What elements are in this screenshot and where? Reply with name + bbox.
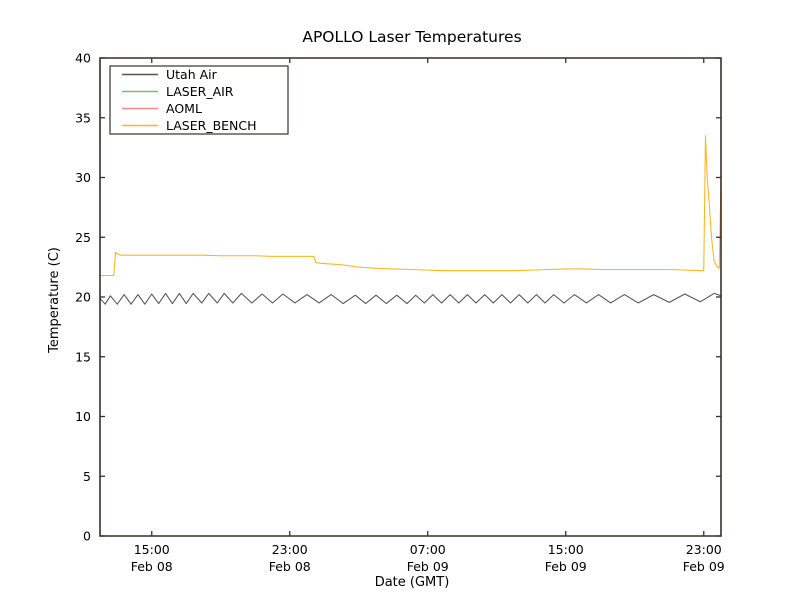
y-axis-ticks: 0 5 10 15 20 25 30 35 40 <box>75 51 721 544</box>
legend-item-label: LASER_BENCH <box>166 118 257 133</box>
chart-legend[interactable]: Utah Air LASER_AIR AOML LASER_BENCH <box>109 65 289 135</box>
x-tick-label-date: Feb 09 <box>407 559 449 574</box>
legend-box <box>109 65 289 135</box>
legend-item-utah-air[interactable]: Utah Air <box>122 67 218 82</box>
x-tick-label-date: Feb 09 <box>683 559 725 574</box>
x-tick-label-time: 23:00 <box>686 542 722 557</box>
y-tick-label: 15 <box>75 349 91 364</box>
x-tick-label-date: Feb 09 <box>545 559 587 574</box>
series-layer <box>99 135 722 305</box>
x-axis-label: Date (GMT) <box>375 575 450 590</box>
y-tick-label: 35 <box>75 110 91 125</box>
y-tick-label: 0 <box>83 529 91 544</box>
legend-item-aoml[interactable]: AOML <box>122 101 202 116</box>
y-tick-label: 5 <box>83 469 91 484</box>
x-tick-label-date: Feb 08 <box>131 559 173 574</box>
x-axis-ticks: 15:00 Feb 08 23:00 Feb 08 07:00 Feb 09 15:00 Fe… <box>131 58 725 574</box>
y-tick-label: 20 <box>75 290 91 305</box>
chart-title: APOLLO Laser Temperatures <box>302 28 521 46</box>
x-tick-label-time: 23:00 <box>272 542 308 557</box>
legend-item-label: Utah Air <box>166 67 218 82</box>
legend-item-laser-bench[interactable]: LASER_BENCH <box>122 118 257 133</box>
y-tick-label: 30 <box>75 170 91 185</box>
x-tick-label-time: 07:00 <box>410 542 446 557</box>
x-tick-label-time: 15:00 <box>548 542 584 557</box>
legend-item-label: LASER_AIR <box>166 84 234 99</box>
y-tick-label: 25 <box>75 230 91 245</box>
legend-item-laser-air[interactable]: LASER_AIR <box>122 84 234 99</box>
x-tick-label-time: 15:00 <box>134 542 170 557</box>
y-axis-label: Temperature (C) <box>47 247 62 354</box>
x-tick-label-date: Feb 08 <box>269 559 311 574</box>
series-line-laser-bench <box>99 135 722 277</box>
y-tick-label: 40 <box>75 51 91 66</box>
legend-item-label: AOML <box>166 101 202 116</box>
series-line-utah air <box>99 292 722 305</box>
y-tick-label: 10 <box>75 409 91 424</box>
